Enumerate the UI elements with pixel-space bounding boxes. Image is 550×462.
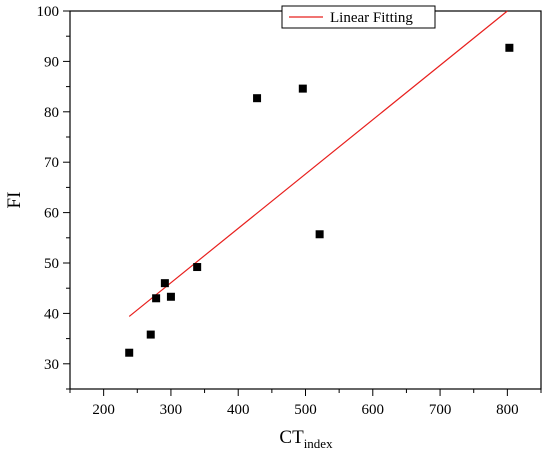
legend-label: Linear Fitting (330, 10, 413, 26)
x-axis-title-subscript: index (304, 436, 333, 451)
data-point (253, 94, 262, 103)
y-tick-label: 50 (44, 256, 59, 272)
data-point (166, 292, 175, 301)
x-tick-label: 500 (294, 402, 317, 418)
data-point (146, 330, 155, 339)
data-point (152, 294, 161, 303)
x-axis-title-main: CT (279, 427, 304, 448)
data-point (298, 84, 307, 93)
y-tick-label: 90 (44, 54, 59, 70)
data-point (160, 279, 169, 288)
y-tick-label: 80 (44, 105, 59, 121)
x-axis-title: CTindex (279, 427, 333, 451)
y-tick-label: 60 (44, 206, 59, 222)
y-tick-label: 40 (44, 306, 59, 322)
data-point (505, 43, 514, 52)
y-axis-ticks: 30 40 50 60 70 80 90 100 (37, 4, 70, 390)
x-tick-label: 600 (362, 402, 385, 418)
data-point (193, 263, 202, 272)
y-tick-label: 30 (44, 357, 59, 373)
x-tick-label: 400 (227, 402, 250, 418)
data-point (125, 348, 134, 357)
x-tick-label: 700 (429, 402, 452, 418)
data-point (315, 230, 324, 239)
legend-box (281, 5, 436, 29)
y-tick-label: 70 (44, 155, 59, 171)
data-points-layer (125, 43, 514, 357)
x-tick-label: 300 (160, 402, 183, 418)
y-tick-label: 100 (37, 4, 60, 20)
x-tick-label: 800 (496, 402, 519, 418)
legend: Linear Fitting (281, 5, 436, 29)
x-tick-label: 200 (92, 402, 115, 418)
linear-fit-line (128, 10, 508, 317)
fit-line-layer (128, 10, 508, 317)
x-axis-ticks: 200 300 400 500 600 700 800 (69, 389, 542, 418)
y-axis-title: FI (4, 192, 25, 209)
plot-frame (69, 10, 542, 390)
